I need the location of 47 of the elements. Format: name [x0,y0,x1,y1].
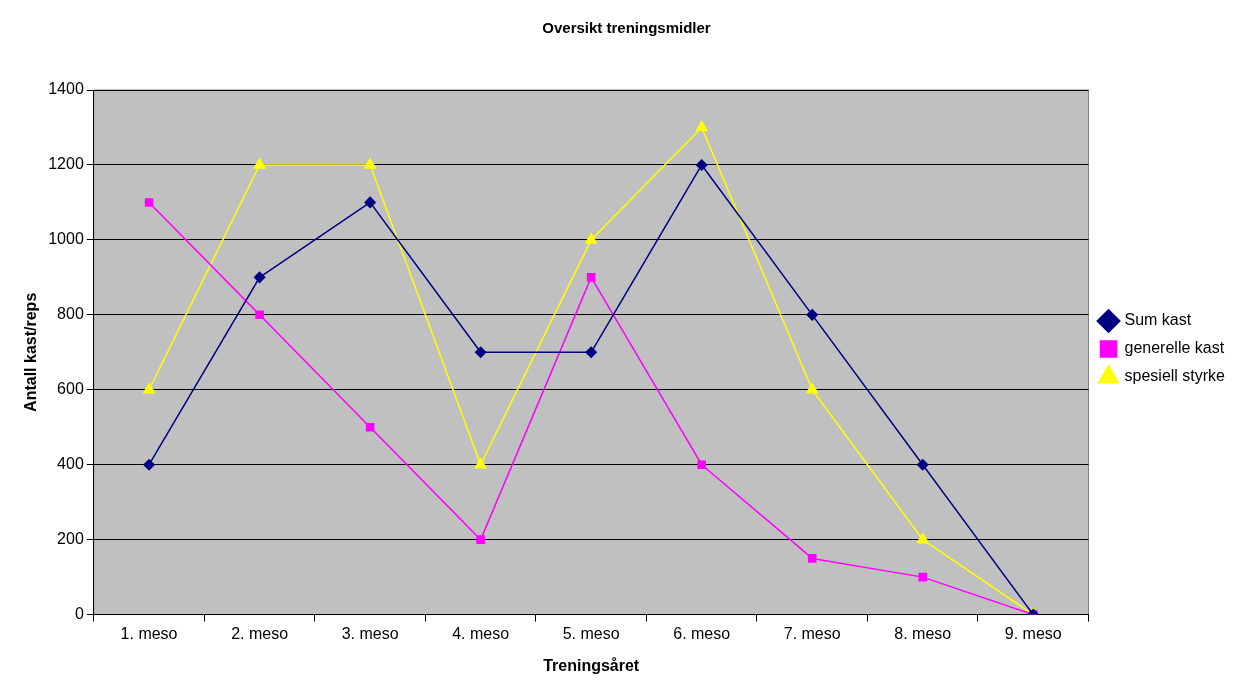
x-tick-label: 5. meso [562,624,620,642]
point [916,458,929,471]
point [143,383,155,394]
legend-label: Sum kast [1124,311,1192,329]
point [585,233,598,244]
x-tick-label: 6. meso [673,624,731,642]
y-tick-label: 800 [57,305,84,323]
point [585,346,597,359]
y-tick-label: 600 [57,380,84,398]
point [918,572,928,582]
point [365,422,375,432]
x-tick-label: 1. meso [120,624,178,642]
x-tick-label: 7. meso [783,624,841,642]
point [255,310,264,320]
point [806,383,819,394]
point [586,273,596,282]
point [364,196,376,209]
x-tick-label: 9. meso [1004,624,1062,642]
point [476,535,485,544]
y-tick-label: 1000 [48,230,84,248]
point [697,460,706,469]
y-tick-label: 400 [57,455,84,473]
point [364,158,377,169]
point [143,458,155,471]
y-tick-label: 0 [74,605,84,623]
point [144,198,154,207]
legend-label: spesiell styrke [1124,367,1226,385]
point [474,457,487,469]
y-tick-label: 1400 [48,80,84,98]
point [807,554,817,563]
y-tick-label: 200 [57,530,84,548]
x-axis-title: Treningsåret [543,656,640,674]
point [253,158,266,169]
point [806,309,818,321]
x-tick-label: 4. meso [452,624,510,642]
point [695,159,708,171]
point [474,346,487,359]
point [695,120,708,132]
point [253,271,266,284]
x-tick-label: 3. meso [341,624,399,642]
y-tick-label: 1200 [48,155,84,173]
point [916,532,929,544]
x-tick-label: 8. meso [894,624,952,642]
legend-label: generelle kast [1124,339,1225,357]
y-axis-title: Antall kast/reps [22,292,40,412]
x-tick-label: 2. meso [231,624,289,642]
chart-title: Oversikt treningsmidler [542,19,711,37]
